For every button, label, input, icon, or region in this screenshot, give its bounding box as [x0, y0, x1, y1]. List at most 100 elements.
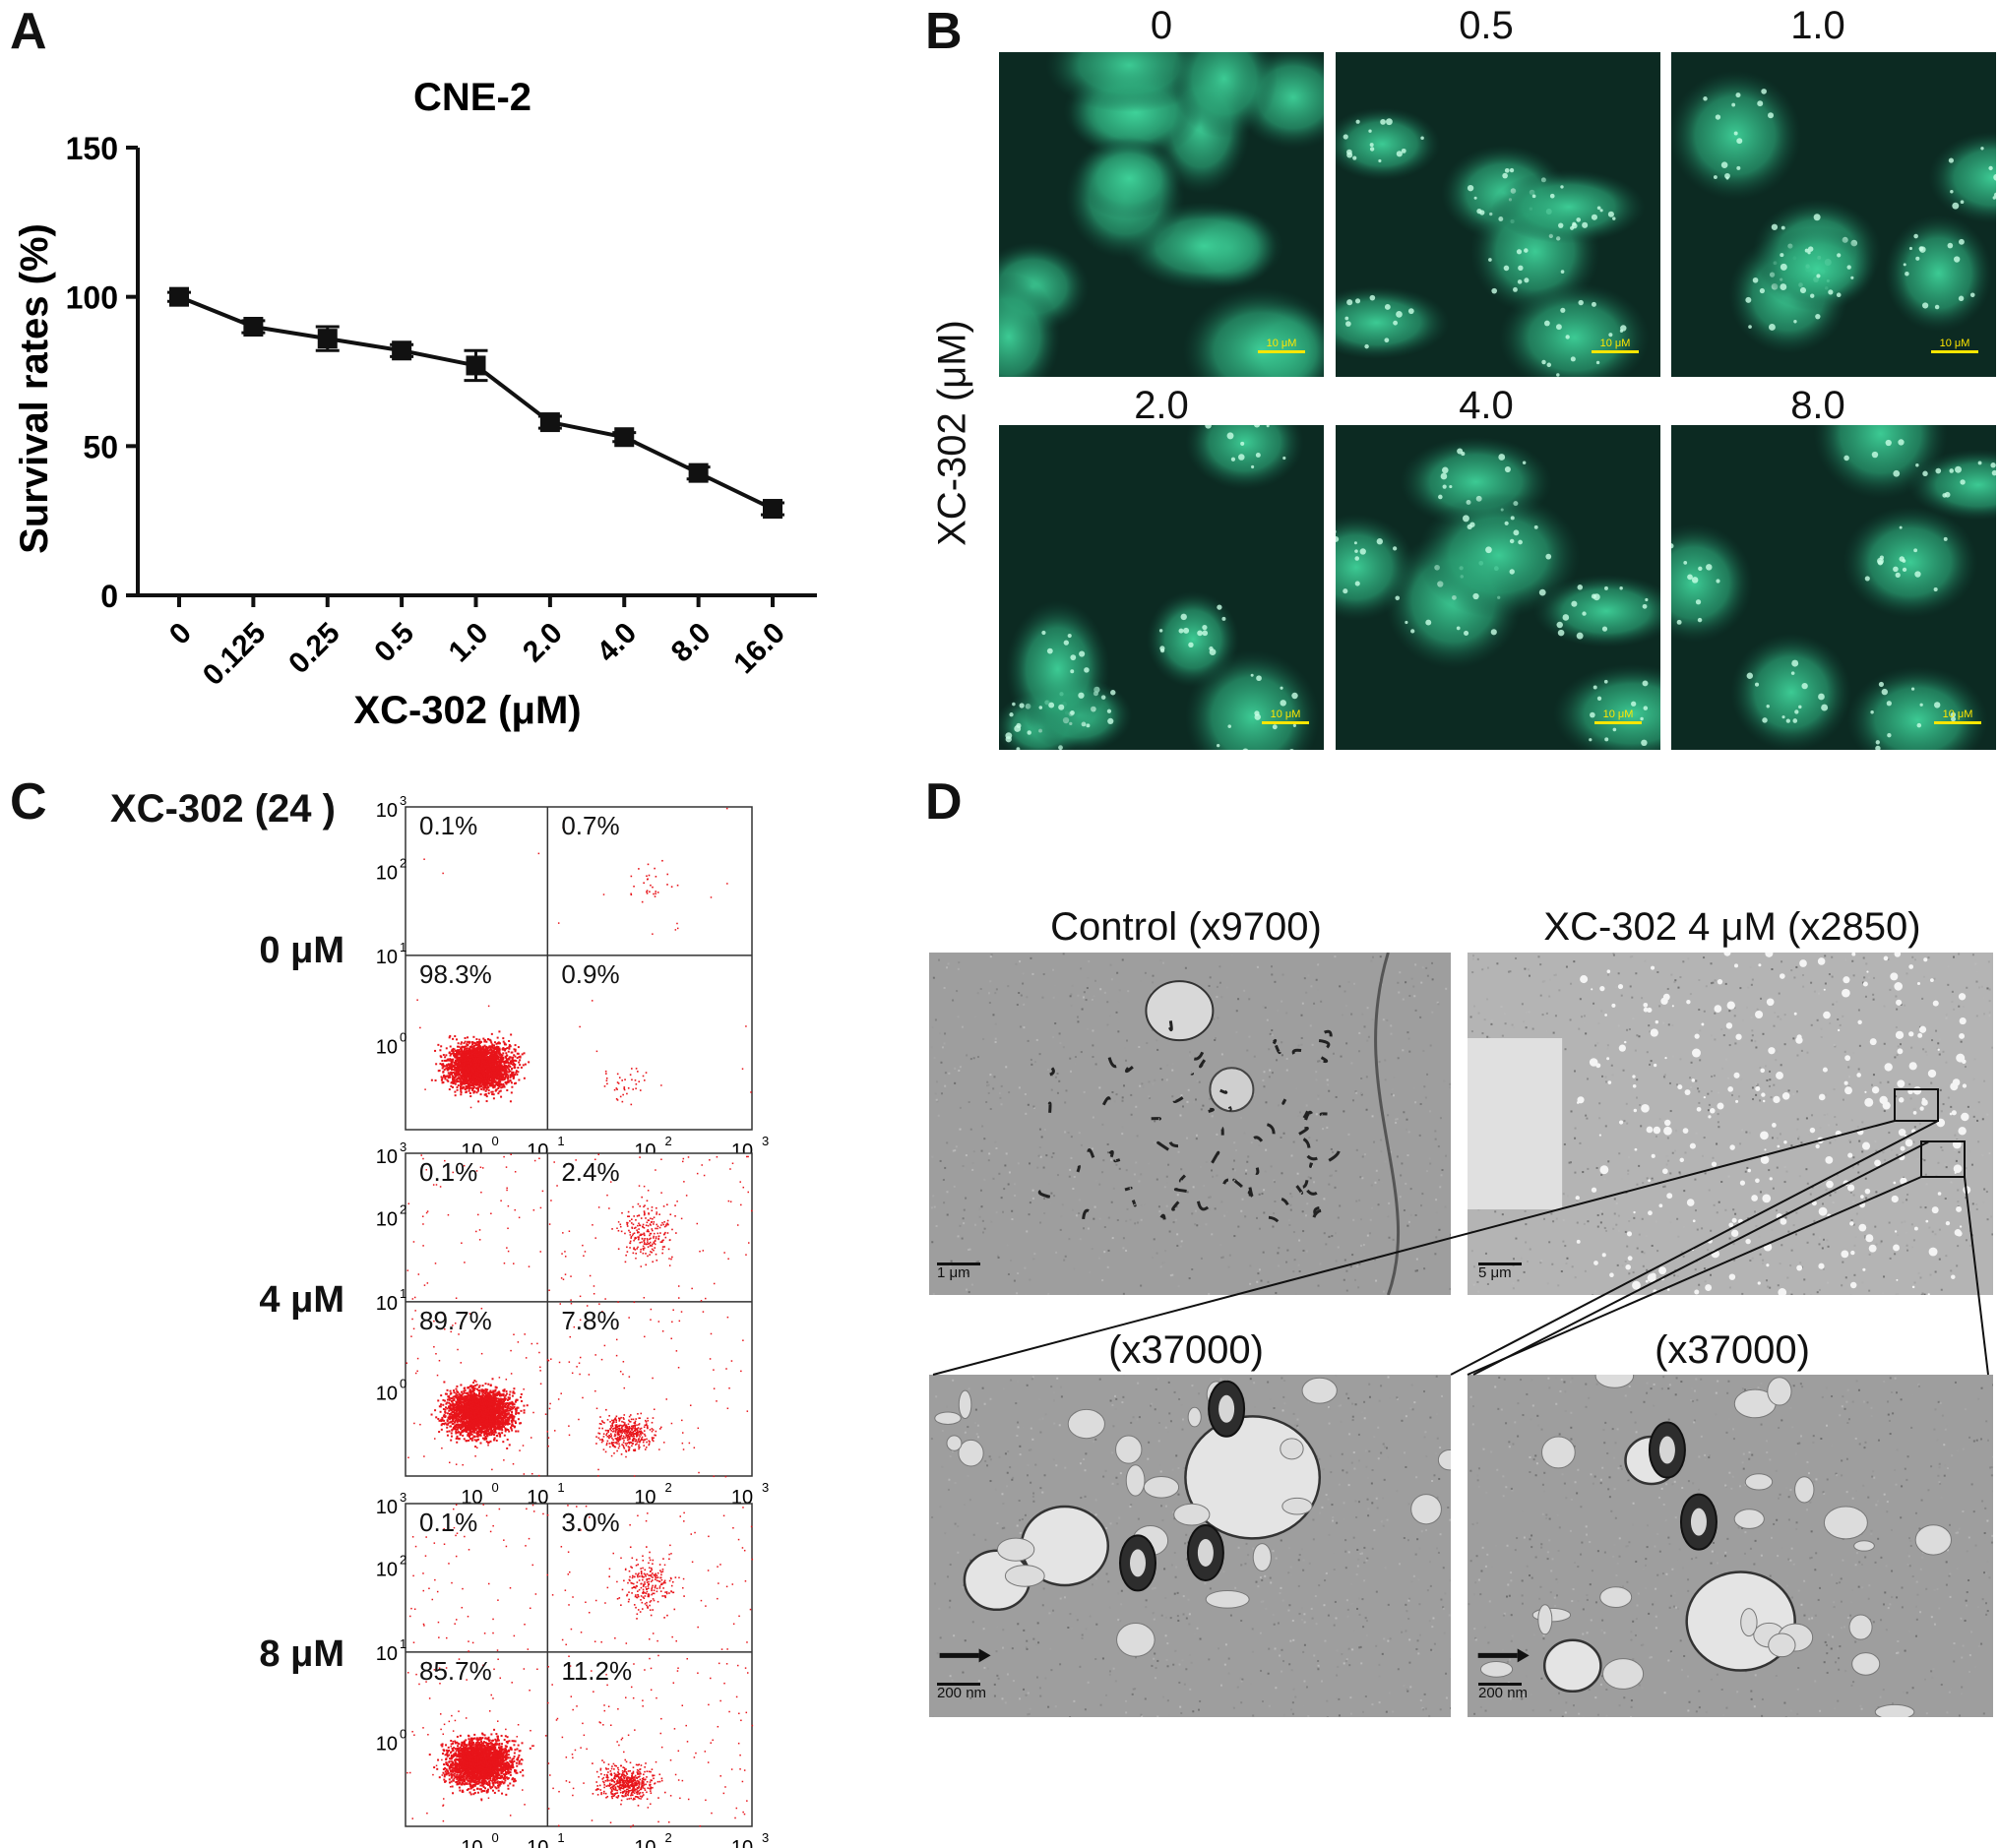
- fluorescence-image-3: [999, 425, 1324, 750]
- fluorescence-render: [1671, 70, 1996, 354]
- event-point: [448, 1088, 451, 1091]
- event-point: [467, 1085, 469, 1088]
- event-point: [504, 1060, 507, 1063]
- event-point: [468, 1403, 470, 1406]
- event-point: [470, 1077, 473, 1079]
- event-point: [478, 1038, 481, 1041]
- autophagic-puncta: [1336, 535, 1340, 542]
- event-point: [484, 1084, 487, 1087]
- event-point: [502, 1082, 505, 1085]
- autophagic-puncta: [1355, 119, 1360, 124]
- event-point: [465, 1085, 468, 1088]
- event-point: [462, 1057, 465, 1060]
- event-point: [498, 1069, 501, 1072]
- event-point: [452, 1047, 455, 1050]
- event-point: [487, 1052, 490, 1055]
- event-point: [462, 1069, 465, 1072]
- event-point: [605, 1077, 608, 1079]
- autophagic-puncta: [1380, 119, 1386, 125]
- autophagic-puncta: [1642, 680, 1649, 687]
- event-point: [510, 1426, 513, 1429]
- autophagic-puncta: [1449, 484, 1453, 489]
- event-point: [455, 1068, 458, 1071]
- event-point: [484, 1053, 487, 1056]
- autophagic-puncta: [1875, 740, 1880, 745]
- event-point: [491, 1093, 494, 1096]
- event-point: [447, 1395, 450, 1398]
- event-point: [484, 1392, 487, 1395]
- event-point: [511, 1413, 514, 1416]
- event-point: [449, 1063, 452, 1066]
- event-point: [624, 1078, 626, 1080]
- event-point: [512, 1402, 515, 1405]
- event-point: [498, 1030, 501, 1033]
- autophagic-puncta: [1282, 456, 1286, 461]
- event-point: [470, 1385, 473, 1387]
- event-point: [503, 1061, 506, 1064]
- event-point: [464, 1046, 467, 1049]
- event-point: [439, 1063, 442, 1066]
- event-point: [486, 1062, 489, 1065]
- event-point: [452, 1052, 455, 1055]
- event-point: [619, 1095, 622, 1098]
- event-point: [474, 1446, 477, 1448]
- event-point: [470, 1049, 473, 1052]
- event-point: [493, 1422, 496, 1425]
- event-point: [453, 1408, 456, 1411]
- event-point: [500, 1055, 503, 1058]
- autophagic-puncta: [1871, 451, 1879, 459]
- event-point: [493, 1429, 496, 1432]
- event-point: [499, 1412, 502, 1415]
- event-point: [483, 1078, 486, 1080]
- event-point: [504, 1068, 507, 1071]
- event-point: [469, 1058, 472, 1061]
- event-point: [507, 1071, 510, 1074]
- event-point: [468, 1079, 470, 1082]
- event-point: [513, 1048, 516, 1051]
- event-point: [476, 1043, 479, 1046]
- event-point: [440, 1076, 443, 1078]
- autophagic-puncta: [1405, 620, 1408, 625]
- event-point: [494, 1067, 497, 1070]
- event-point: [472, 1429, 475, 1432]
- event-point: [452, 1079, 455, 1082]
- fluorescence-image-1: [1336, 52, 1660, 377]
- event-point: [462, 1396, 465, 1399]
- event-point: [500, 1086, 503, 1089]
- event-point: [472, 1069, 475, 1072]
- event-point: [460, 1089, 463, 1092]
- autophagic-puncta: [1522, 461, 1527, 464]
- autophagic-puncta: [1509, 167, 1515, 173]
- autophagic-puncta: [1230, 457, 1236, 462]
- autophagic-puncta: [1538, 588, 1546, 596]
- autophagic-puncta: [1619, 586, 1623, 590]
- event-point: [474, 1049, 477, 1052]
- event-point: [460, 1047, 463, 1050]
- autophagic-puncta: [1570, 356, 1576, 362]
- event-point: [512, 1077, 515, 1079]
- event-point: [489, 1058, 492, 1061]
- event-point: [454, 1094, 457, 1097]
- event-point: [492, 1062, 495, 1065]
- fluorescence-image-4: [1336, 425, 1660, 750]
- event-point: [468, 1072, 470, 1075]
- event-point: [475, 1046, 478, 1049]
- survival-series-line: [178, 294, 774, 511]
- event-point: [469, 1047, 471, 1050]
- event-point: [484, 1054, 487, 1057]
- event-point: [479, 1076, 482, 1078]
- panel-letter-c: C: [10, 773, 47, 831]
- event-point: [472, 1090, 475, 1093]
- event-point: [467, 1061, 469, 1064]
- event-point: [626, 1092, 628, 1095]
- event-point: [502, 1037, 505, 1040]
- event-point: [488, 1068, 491, 1071]
- autophagic-puncta: [1791, 659, 1799, 667]
- event-point: [486, 1082, 489, 1085]
- y-tick-exponent: 2: [400, 856, 406, 871]
- event-point: [508, 1397, 511, 1400]
- fluorescence-axis-label-wrap: XC-302 (μM): [923, 305, 982, 561]
- event-point: [446, 1068, 449, 1071]
- event-point: [473, 1050, 476, 1053]
- event-point: [446, 1401, 449, 1404]
